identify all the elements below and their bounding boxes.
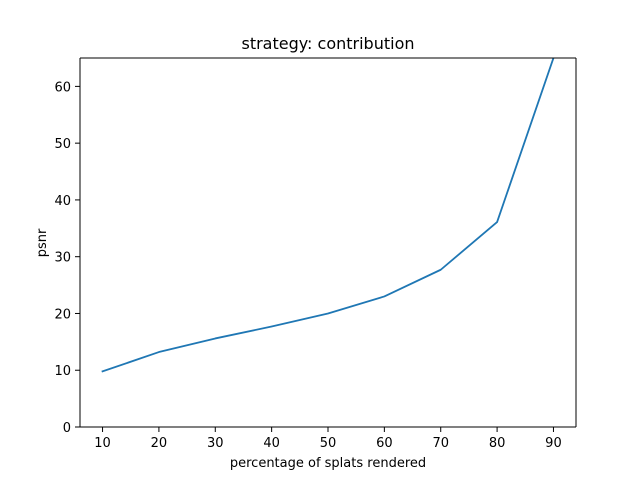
x-tick-label: 30 — [207, 436, 224, 451]
y-tick-label: 0 — [63, 421, 71, 436]
chart-title: strategy: contribution — [241, 34, 414, 53]
y-tick-label: 60 — [54, 80, 71, 95]
y-tick-label: 40 — [54, 194, 71, 209]
x-tick-label: 70 — [432, 436, 449, 451]
x-tick-label: 60 — [376, 436, 393, 451]
y-axis-label: psnr — [35, 228, 50, 257]
x-tick-label: 40 — [263, 436, 280, 451]
x-tick-label: 50 — [320, 436, 337, 451]
y-tick-label: 10 — [54, 364, 71, 379]
y-tick-label: 50 — [54, 137, 71, 152]
plot-area: 10 20 30 40 50 60 70 80 90 0 10 20 30 40 50 60 — [54, 57, 577, 451]
series-line-0 — [101, 58, 555, 373]
x-axis-label: percentage of splats rendered — [230, 456, 426, 471]
y-tick-label: 30 — [54, 251, 71, 266]
y-tick-label: 20 — [54, 307, 71, 322]
x-tick-label: 20 — [151, 436, 168, 451]
x-tick-label: 10 — [94, 436, 111, 451]
x-tick-label: 80 — [489, 436, 506, 451]
x-tick-label: 90 — [545, 436, 562, 451]
